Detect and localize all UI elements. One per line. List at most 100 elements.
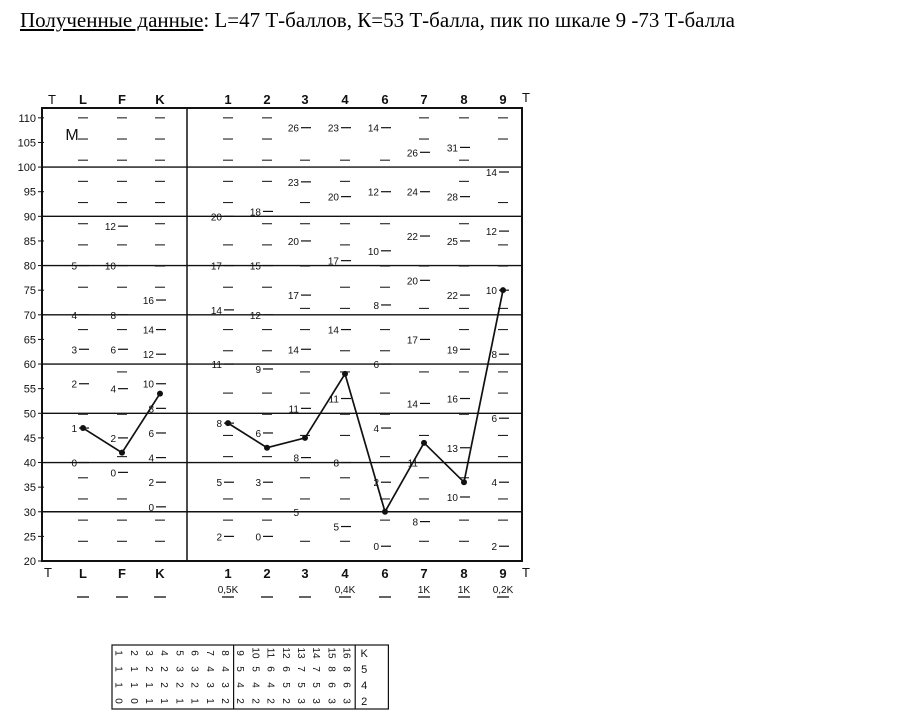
raw-score-label: 19 bbox=[447, 345, 459, 356]
profile-point bbox=[500, 287, 506, 294]
raw-score-label: 14 bbox=[143, 326, 155, 337]
raw-score-label: 8 bbox=[491, 350, 497, 361]
y-tick-label: 45 bbox=[24, 433, 36, 445]
key-table-cell: 11 bbox=[265, 648, 276, 659]
key-table-cell: 1 bbox=[173, 698, 184, 704]
key-table-cell: 6 bbox=[341, 682, 352, 688]
column-header-top: L bbox=[79, 92, 87, 107]
key-table-cell: 5 bbox=[280, 682, 291, 688]
y-tick-label: 85 bbox=[24, 236, 36, 248]
raw-score-label: 0 bbox=[255, 532, 261, 543]
raw-score-label: 11 bbox=[329, 395, 340, 406]
raw-score-label: 14 bbox=[288, 345, 300, 356]
profile-line-clinical bbox=[227, 290, 504, 514]
raw-score-label: 20 bbox=[407, 276, 419, 287]
key-table-cell: 2 bbox=[173, 682, 184, 688]
key-table-cell: 2 bbox=[158, 682, 169, 688]
key-table-cell: 0 bbox=[113, 698, 124, 704]
column-header-bottom: L bbox=[79, 566, 87, 581]
y-tick-label: 35 bbox=[24, 482, 36, 494]
column-header-top: 2 bbox=[263, 92, 270, 107]
key-table-cell: 1 bbox=[113, 666, 124, 672]
key-table-cell: 3 bbox=[173, 666, 184, 672]
raw-score-label: 17 bbox=[211, 262, 223, 273]
key-table-cell: 0 bbox=[128, 698, 139, 704]
key-table-cell: 2 bbox=[189, 682, 200, 688]
key-table-cell: 2 bbox=[234, 698, 245, 704]
y-tick-label: 20 bbox=[24, 556, 36, 568]
raw-score-label: 12 bbox=[105, 222, 117, 233]
raw-score-label: 5 bbox=[333, 523, 339, 534]
column-header-bottom: 9 bbox=[499, 566, 506, 581]
key-table-cell: 12 bbox=[280, 647, 291, 659]
key-table-cell: 9 bbox=[234, 650, 245, 656]
raw-score-label: 10 bbox=[143, 380, 155, 391]
raw-score-label: 4 bbox=[148, 454, 154, 465]
raw-score-label: 5 bbox=[71, 262, 77, 273]
y-tick-label: 100 bbox=[18, 162, 36, 174]
raw-score-label: 4 bbox=[71, 311, 77, 322]
raw-score-label: 3 bbox=[71, 345, 77, 356]
raw-score-label: 16 bbox=[447, 395, 459, 406]
raw-score-label: 4 bbox=[491, 478, 497, 489]
key-table-cell: 4 bbox=[265, 682, 276, 688]
key-table-cell: 3 bbox=[143, 650, 154, 656]
key-table-cell: 4 bbox=[158, 650, 169, 656]
key-table-cell: 6 bbox=[265, 666, 276, 672]
key-table-cell: 2 bbox=[249, 698, 260, 704]
raw-score-label: 2 bbox=[71, 380, 77, 391]
raw-score-label: 17 bbox=[328, 257, 340, 268]
column-header-bottom: 4 bbox=[341, 566, 349, 581]
raw-score-label: 0 bbox=[110, 468, 116, 479]
raw-score-label: 26 bbox=[288, 124, 300, 135]
raw-score-label: 18 bbox=[250, 207, 262, 218]
raw-score-label: 17 bbox=[407, 335, 419, 346]
key-table-cell: 1 bbox=[128, 666, 139, 672]
y-tick-label: 80 bbox=[24, 261, 36, 273]
raw-score-label: 6 bbox=[255, 429, 261, 440]
raw-score-label: 20 bbox=[328, 193, 340, 204]
raw-score-label: 6 bbox=[148, 429, 154, 440]
profile-line-validity bbox=[82, 393, 161, 454]
column-header-top: K bbox=[155, 92, 165, 107]
raw-score-label: 17 bbox=[288, 291, 300, 302]
key-table-cell: 4 bbox=[249, 682, 260, 688]
raw-score-label: 22 bbox=[407, 232, 419, 243]
key-table-cell: 1 bbox=[113, 682, 124, 688]
key-table-cell: 1 bbox=[143, 698, 154, 704]
column-header-top: 3 bbox=[301, 92, 308, 107]
column-header-top: 9 bbox=[499, 92, 506, 107]
key-table-cell: 15 bbox=[325, 647, 336, 659]
key-table-cell: 13 bbox=[295, 647, 306, 659]
y-tick-label: 95 bbox=[24, 187, 36, 199]
raw-score-label: 2 bbox=[491, 542, 497, 553]
raw-score-label: 0 bbox=[148, 503, 154, 514]
y-tick-label: 65 bbox=[24, 334, 36, 346]
key-table-cell: 7 bbox=[204, 650, 215, 656]
profile-point bbox=[342, 370, 348, 377]
caption-text: : L=47 Т-баллов, К=53 Т-балла, пик по шк… bbox=[203, 8, 735, 32]
correction-label: 0,5K bbox=[218, 585, 239, 596]
column-header-bottom: 6 bbox=[381, 566, 388, 581]
y-tick-label: 30 bbox=[24, 507, 36, 519]
key-table-cell: 8 bbox=[341, 666, 352, 672]
raw-score-label: 0 bbox=[373, 542, 379, 553]
raw-score-label: 11 bbox=[289, 404, 300, 415]
y-tick-label: 105 bbox=[18, 137, 36, 149]
profile-point bbox=[264, 444, 270, 451]
y-tick-label: 55 bbox=[24, 384, 36, 396]
raw-score-label: 22 bbox=[447, 291, 459, 302]
raw-score-label: 14 bbox=[328, 326, 340, 337]
y-tick-label: 25 bbox=[24, 531, 36, 543]
y-tick-label: 90 bbox=[24, 211, 36, 223]
key-table-cell: 2 bbox=[265, 698, 276, 704]
raw-score-label: 10 bbox=[486, 286, 498, 297]
column-header-top: F bbox=[118, 92, 126, 107]
key-table-header: 4 bbox=[361, 680, 367, 692]
correction-label: 1K bbox=[418, 585, 431, 596]
correction-label: 1K bbox=[458, 585, 471, 596]
y-tick-label: 70 bbox=[24, 310, 36, 322]
key-table-cell: 3 bbox=[189, 666, 200, 672]
column-header-top: 7 bbox=[420, 92, 427, 107]
key-table-cell: 2 bbox=[143, 666, 154, 672]
